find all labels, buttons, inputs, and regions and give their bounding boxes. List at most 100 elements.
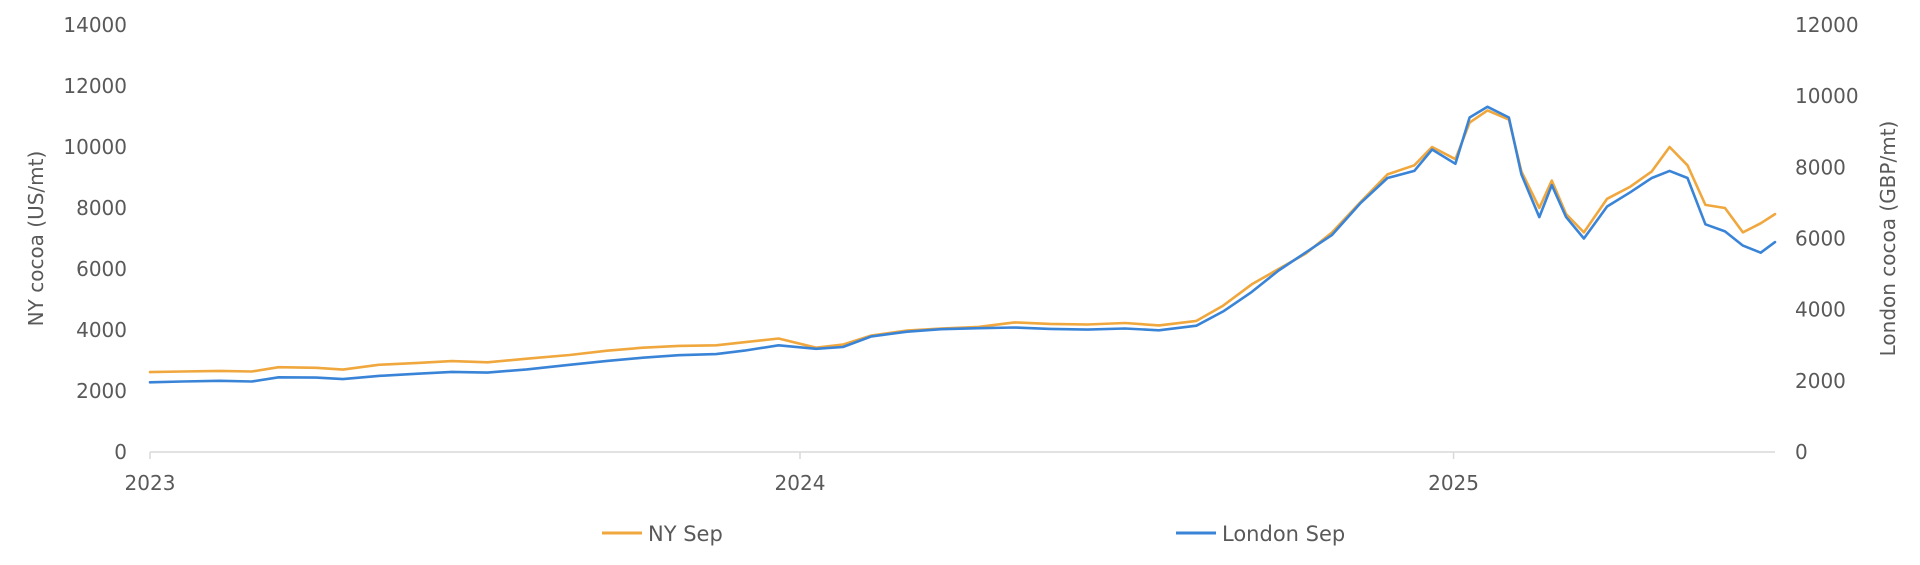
data-point-ny-sep xyxy=(1158,324,1160,327)
data-point-ny-sep xyxy=(1606,198,1608,200)
legend-label-ny-sep: NY Sep xyxy=(648,522,723,546)
data-point-london-sep xyxy=(1651,177,1653,179)
data-point-ny-sep xyxy=(1742,231,1744,234)
y2-tick-label: 6000 xyxy=(1795,227,1846,251)
data-point-ny-sep xyxy=(149,371,151,373)
x-tick-label: 2023 xyxy=(125,471,176,495)
data-point-london-sep xyxy=(417,372,419,375)
y-tick-label: 14000 xyxy=(63,13,127,37)
y2-tick-label: 4000 xyxy=(1795,298,1846,322)
data-point-london-sep xyxy=(1774,241,1776,243)
legend-label-london-sep: London Sep xyxy=(1222,522,1345,546)
y-tick-label: 6000 xyxy=(76,257,127,281)
data-point-london-sep xyxy=(1158,329,1160,332)
data-point-london-sep xyxy=(1049,328,1051,330)
data-point-ny-sep xyxy=(417,362,419,364)
data-point-london-sep xyxy=(1277,269,1280,272)
y2-tick-label: 2000 xyxy=(1795,369,1846,393)
data-point-london-sep xyxy=(1508,116,1510,119)
data-point-ny-sep xyxy=(1759,222,1762,225)
y-tick-label: 0 xyxy=(114,440,127,464)
data-point-ny-sep xyxy=(342,368,344,371)
y-axis-ticks: 0 2000 4000 6000 8000 10000 12000 14000 xyxy=(63,13,127,464)
data-point-london-sep xyxy=(1668,170,1671,172)
data-point-london-sep xyxy=(906,330,908,333)
data-point-ny-sep xyxy=(1124,322,1126,324)
data-point-london-sep xyxy=(1704,223,1707,226)
data-point-london-sep xyxy=(842,346,844,348)
data-point-ny-sep xyxy=(1651,170,1653,173)
data-point-london-sep xyxy=(1551,184,1553,186)
data-point-ny-sep xyxy=(377,364,380,366)
y2-tick-label: 12000 xyxy=(1795,13,1859,37)
data-point-ny-sep xyxy=(1413,164,1416,167)
data-point-london-sep xyxy=(977,327,980,330)
data-point-ny-sep xyxy=(1049,323,1051,325)
data-point-ny-sep xyxy=(1668,146,1671,148)
data-point-ny-sep xyxy=(1551,179,1553,182)
data-point-london-sep xyxy=(1468,116,1471,119)
data-point-ny-sep xyxy=(568,354,571,356)
series-line-london-sep xyxy=(148,105,1777,384)
plot-lines xyxy=(148,105,1777,384)
data-point-london-sep xyxy=(342,378,344,380)
data-point-london-sep xyxy=(1124,327,1126,330)
data-point-london-sep xyxy=(1565,216,1567,218)
data-point-london-sep xyxy=(251,380,253,383)
data-point-london-sep xyxy=(815,348,817,350)
data-point-london-sep xyxy=(1359,202,1362,204)
data-point-ny-sep xyxy=(1486,109,1489,112)
series-points-london-sep xyxy=(149,106,1776,384)
data-point-ny-sep xyxy=(677,345,680,347)
data-point-london-sep xyxy=(486,371,489,374)
legend-item-london-sep: London Sep xyxy=(1176,522,1345,546)
data-point-london-sep xyxy=(1759,251,1762,254)
data-point-ny-sep xyxy=(642,346,644,349)
data-point-london-sep xyxy=(1386,177,1389,179)
series-points-ny-sep xyxy=(149,109,1776,373)
data-point-london-sep xyxy=(1629,191,1632,193)
data-point-london-sep xyxy=(1686,177,1689,179)
data-point-london-sep xyxy=(1583,237,1585,240)
data-point-london-sep xyxy=(277,376,280,379)
data-point-ny-sep xyxy=(743,341,746,344)
data-point-ny-sep xyxy=(1704,204,1707,206)
y2-tick-label: 8000 xyxy=(1795,155,1846,179)
data-point-london-sep xyxy=(451,371,453,373)
data-point-ny-sep xyxy=(451,360,453,362)
data-point-london-sep xyxy=(181,380,183,383)
x-tick-label: 2024 xyxy=(775,471,826,495)
x-axis-ticks: 2023 2024 2025 xyxy=(125,452,1479,495)
data-point-london-sep xyxy=(1520,173,1523,176)
data-point-london-sep xyxy=(642,356,644,359)
data-point-london-sep xyxy=(1724,230,1726,233)
y-tick-label: 2000 xyxy=(76,379,127,403)
data-point-ny-sep xyxy=(486,361,489,364)
data-point-ny-sep xyxy=(181,370,183,373)
y-axis-title: NY cocoa (US/mt) xyxy=(24,151,48,327)
data-point-london-sep xyxy=(1454,163,1457,165)
data-point-london-sep xyxy=(1486,106,1489,108)
data-point-ny-sep xyxy=(315,367,317,369)
data-point-london-sep xyxy=(606,360,608,362)
data-point-london-sep xyxy=(1195,324,1198,327)
data-point-london-sep xyxy=(1606,205,1608,208)
data-point-london-sep xyxy=(870,335,873,338)
data-point-ny-sep xyxy=(842,343,844,346)
data-point-london-sep xyxy=(149,381,151,384)
data-point-ny-sep xyxy=(526,357,528,360)
data-point-ny-sep xyxy=(1724,207,1726,209)
y2-tick-label: 0 xyxy=(1795,440,1808,464)
data-point-ny-sep xyxy=(1222,304,1224,307)
data-point-london-sep xyxy=(1086,328,1089,331)
data-point-ny-sep xyxy=(1629,185,1632,188)
data-point-london-sep xyxy=(940,328,942,331)
data-point-ny-sep xyxy=(218,370,221,372)
data-point-ny-sep xyxy=(1583,231,1585,234)
data-point-london-sep xyxy=(568,364,571,366)
data-point-ny-sep xyxy=(1686,164,1689,167)
data-point-london-sep xyxy=(377,375,380,377)
data-point-london-sep xyxy=(526,368,528,371)
data-point-london-sep xyxy=(715,353,717,355)
